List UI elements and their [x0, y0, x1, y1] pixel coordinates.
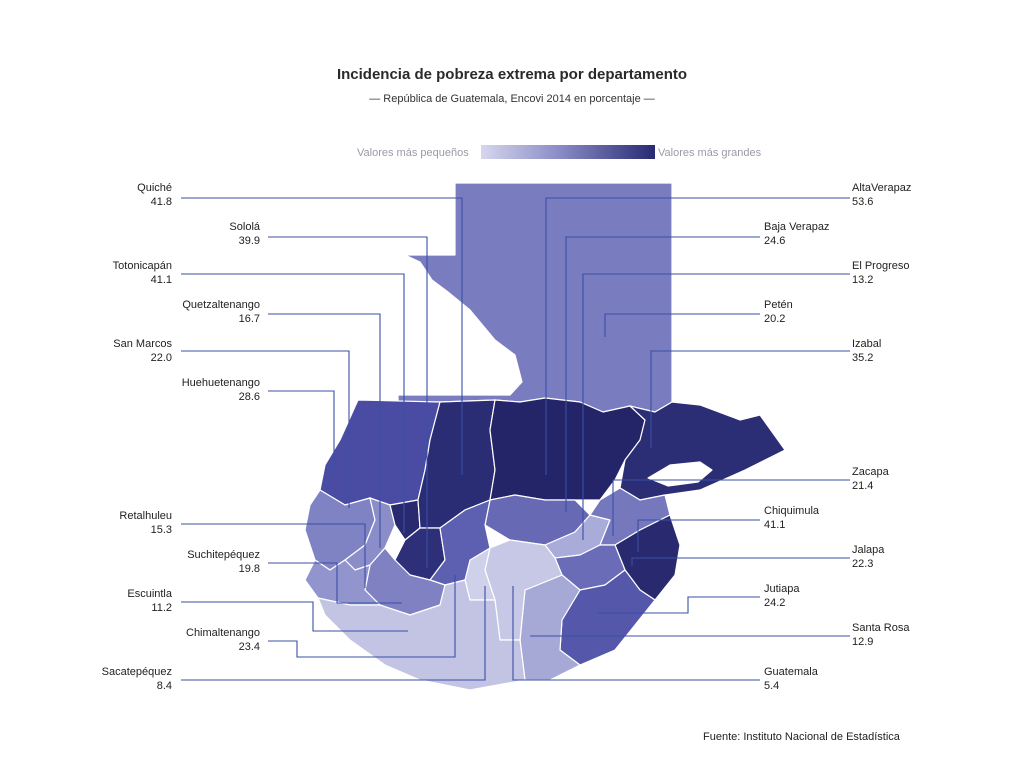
legend-gradient-bar: [481, 145, 655, 159]
region-chimaltenango: [429, 499, 491, 586]
label-alta-verapaz-name: AltaVerapaz: [852, 182, 912, 194]
label-zacapa-value: 21.4: [852, 480, 874, 492]
label-quetzaltenango-value: 16.7: [238, 313, 260, 325]
label-chiquimula-name: Chiquimula: [764, 505, 820, 517]
label-quiche-name: Quiché: [137, 182, 172, 194]
label-zacapa-name: Zacapa: [852, 466, 889, 478]
label-suchitepequez: Suchitepéquez 19.8: [168, 548, 260, 576]
label-jutiapa: Jutiapa 24.2: [764, 582, 799, 610]
label-santa-rosa-value: 12.9: [852, 636, 874, 648]
label-baja-verapaz-name: Baja Verapaz: [764, 221, 830, 233]
label-solola: Sololá 39.9: [188, 220, 260, 248]
label-suchitepequez-value: 19.8: [238, 563, 260, 575]
label-sacatepequez: Sacatepéquez 8.4: [80, 665, 172, 693]
label-huehuetenango-value: 28.6: [238, 391, 260, 403]
chart-title: Incidencia de pobreza extrema por depart…: [336, 66, 688, 83]
label-jalapa: Jalapa 22.3: [852, 543, 884, 571]
label-izabal-name: Izabal: [852, 338, 882, 350]
label-el-progreso-value: 13.2: [852, 274, 874, 286]
region-izabal: [619, 401, 786, 501]
label-totonicapan: Totonicapán 41.1: [80, 259, 172, 287]
label-izabal: Izabal 35.2: [852, 337, 881, 365]
label-alta-verapaz-value: 53.6: [852, 196, 874, 208]
label-jalapa-value: 22.3: [852, 558, 874, 570]
label-baja-verapaz-value: 24.6: [764, 235, 786, 247]
label-el-progreso-name: El Progreso: [852, 260, 910, 272]
label-escuintla: Escuintla 11.2: [80, 587, 172, 615]
label-sacatepequez-value: 8.4: [156, 680, 172, 692]
label-chimaltenango: Chimaltenango 23.4: [168, 626, 260, 654]
legend-low-label: Valores más pequeños: [357, 147, 469, 159]
label-retalhuleu: Retalhuleu 15.3: [80, 509, 172, 537]
label-retalhuleu-value: 15.3: [150, 524, 172, 536]
label-san-marcos-name: San Marcos: [113, 338, 172, 350]
label-santa-rosa-name: Santa Rosa: [852, 622, 910, 634]
label-chiquimula: Chiquimula 41.1: [764, 504, 819, 532]
label-san-marcos: San Marcos 22.0: [80, 337, 172, 365]
label-quetzaltenango: Quetzaltenango 16.7: [168, 298, 260, 326]
label-suchitepequez-name: Suchitepéquez: [187, 549, 260, 561]
label-peten-value: 20.2: [764, 313, 786, 325]
label-chimaltenango-name: Chimaltenango: [186, 627, 260, 639]
label-sacatepequez-name: Sacatepéquez: [101, 666, 172, 678]
label-huehuetenango-name: Huehuetenango: [181, 377, 260, 389]
label-guatemala: Guatemala 5.4: [764, 665, 818, 693]
label-escuintla-name: Escuintla: [127, 588, 172, 600]
label-totonicapan-value: 41.1: [150, 274, 172, 286]
label-chimaltenango-value: 23.4: [238, 641, 260, 653]
region-peten: [397, 182, 673, 413]
label-guatemala-value: 5.4: [764, 680, 780, 692]
legend-high-label: Valores más grandes: [658, 147, 762, 159]
label-quiche-value: 41.8: [150, 196, 172, 208]
label-solola-name: Sololá: [229, 221, 260, 233]
label-huehuetenango: Huehuetenango 28.6: [168, 376, 260, 404]
label-escuintla-value: 11.2: [151, 602, 172, 614]
label-totonicapan-name: Totonicapán: [112, 260, 172, 272]
label-solola-value: 39.9: [238, 235, 260, 247]
chart-subtitle: — República de Guatemala, Encovi 2014 en…: [369, 93, 655, 105]
label-quiche: Quiché 41.8: [100, 181, 172, 209]
label-chiquimula-value: 41.1: [764, 519, 786, 531]
source-note: Fuente: Instituto Nacional de Estadístic…: [703, 731, 900, 743]
label-zacapa: Zacapa 21.4: [852, 465, 889, 493]
label-el-progreso: El Progreso 13.2: [852, 259, 909, 287]
label-jalapa-name: Jalapa: [852, 544, 885, 556]
label-san-marcos-value: 22.0: [150, 352, 172, 364]
label-peten-name: Petén: [764, 299, 793, 311]
label-santa-rosa: Santa Rosa 12.9: [852, 621, 909, 649]
label-baja-verapaz: Baja Verapaz 24.6: [764, 220, 829, 248]
label-peten: Petén 20.2: [764, 298, 793, 326]
label-izabal-value: 35.2: [852, 352, 874, 364]
label-guatemala-name: Guatemala: [764, 666, 818, 678]
label-alta-verapaz: AltaVerapaz 53.6: [852, 181, 911, 209]
label-jutiapa-name: Jutiapa: [764, 583, 800, 595]
label-quetzaltenango-name: Quetzaltenango: [182, 299, 260, 311]
label-jutiapa-value: 24.2: [764, 597, 786, 609]
label-retalhuleu-name: Retalhuleu: [119, 510, 172, 522]
